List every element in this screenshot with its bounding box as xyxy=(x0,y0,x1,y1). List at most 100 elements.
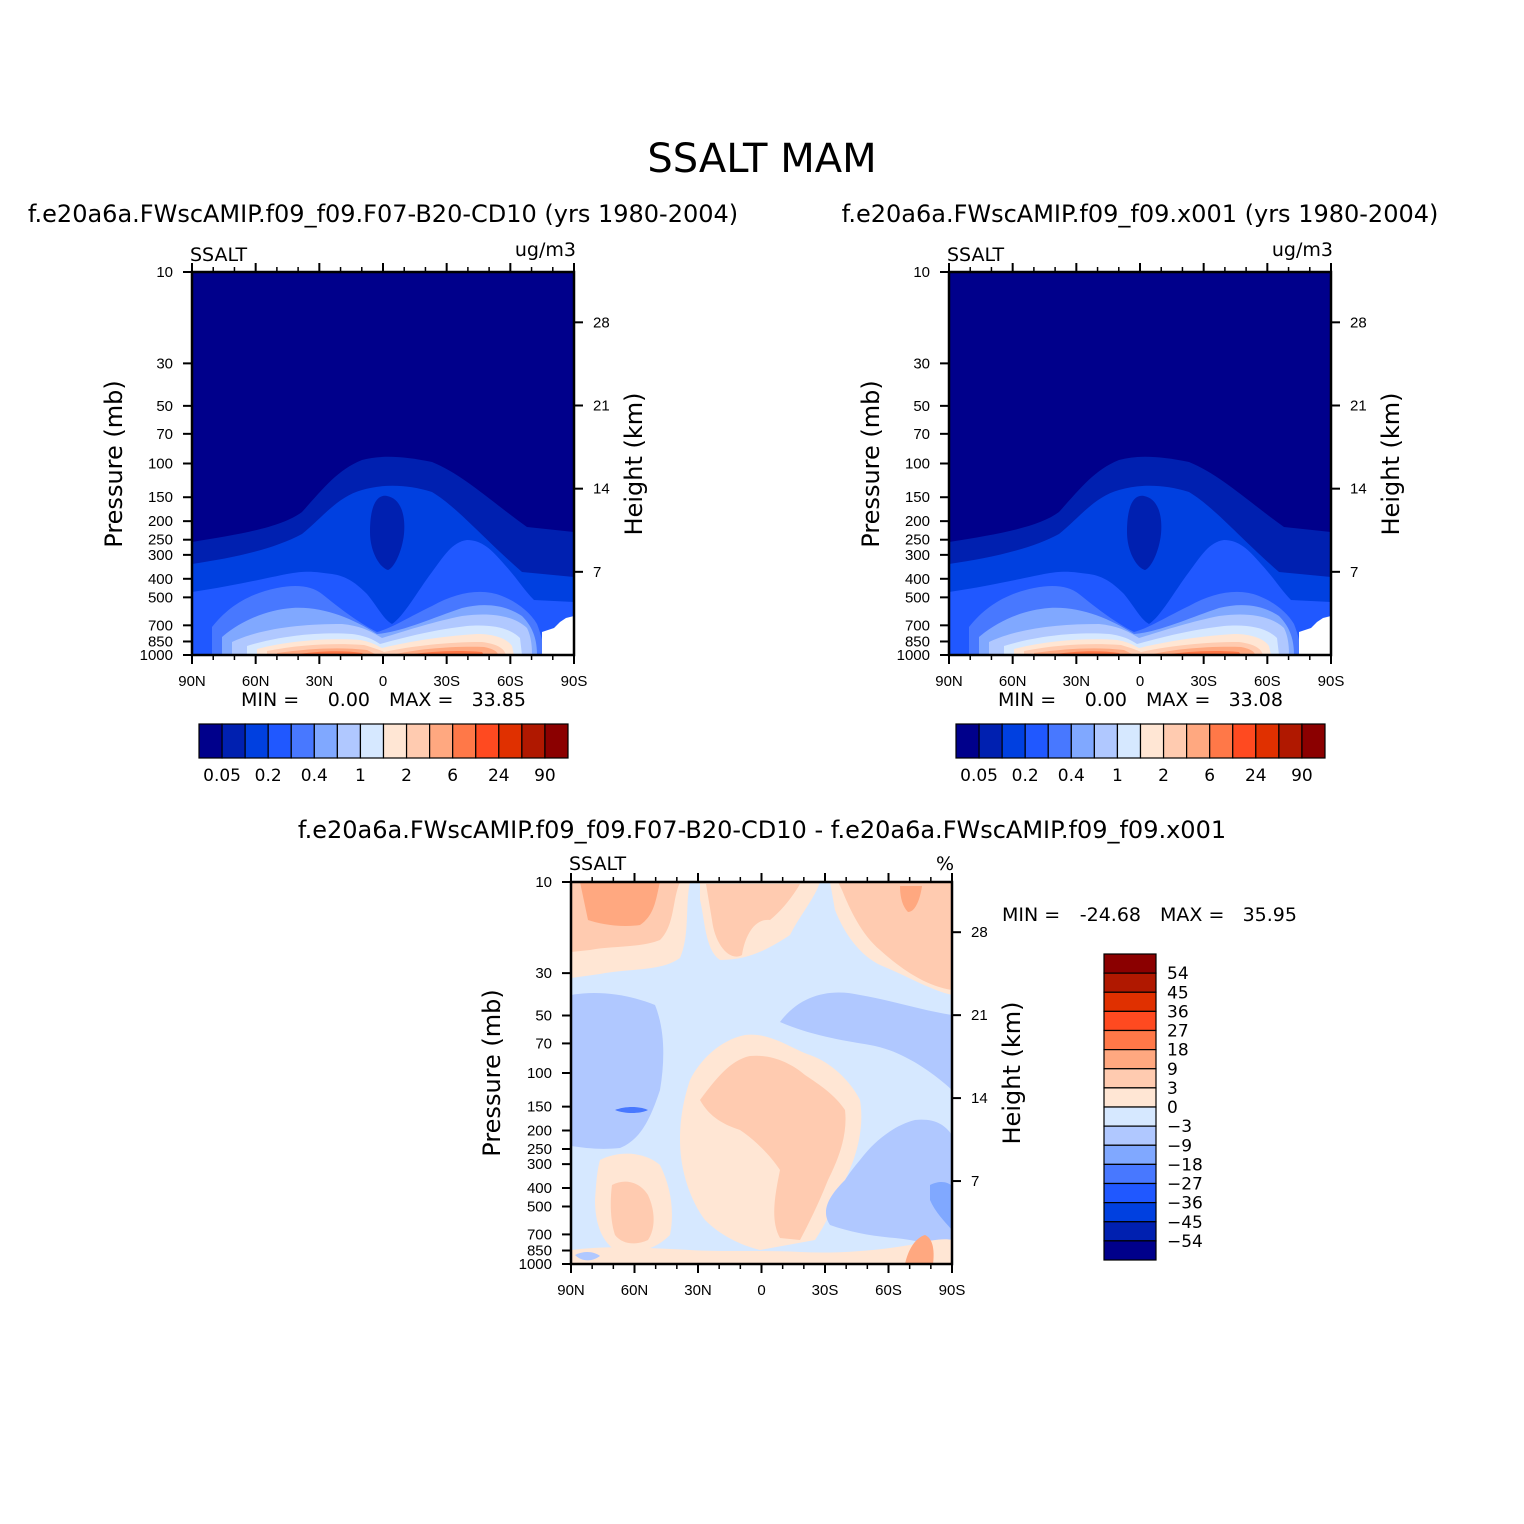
panel-c-y-right-tick-label: 7 xyxy=(971,1173,979,1190)
panel-b: f.e20a6a.FWscAMIP.f09_f09.x001 (yrs 1980… xyxy=(842,200,1439,786)
panel-c-y-tick-label: 200 xyxy=(527,1122,552,1139)
panel-a: f.e20a6a.FWscAMIP.f09_f09.F07-B20-CD10 (… xyxy=(28,200,738,786)
colorbar-label: 6 xyxy=(1204,766,1215,786)
panel-b-y-right-tick-label: 7 xyxy=(1350,564,1358,581)
panel-c-y-tick-label: 30 xyxy=(535,965,552,982)
colorbar-swatch xyxy=(1103,1221,1157,1242)
panel-c: f.e20a6a.FWscAMIP.f09_f09.F07-B20-CD10 -… xyxy=(298,816,1297,1299)
colorbar-label: 2 xyxy=(401,766,412,786)
colorbar-swatch xyxy=(955,723,980,759)
colorbar-swatch xyxy=(267,723,292,759)
colorbar-swatch xyxy=(1103,1010,1157,1032)
panel-b-y-tick-label: 30 xyxy=(913,355,930,372)
colorbar-swatch xyxy=(1103,1202,1157,1223)
colorbar-swatch xyxy=(313,723,338,759)
panel-b-y-tick-label: 500 xyxy=(905,589,930,606)
colorbar-label: −9 xyxy=(1167,1136,1192,1156)
colorbar-swatch xyxy=(1162,723,1188,759)
panel-c-y-right-tick-label: 21 xyxy=(971,1007,988,1024)
colorbar-label: 0.2 xyxy=(1012,766,1039,786)
panel-a-max-value: 33.85 xyxy=(472,689,526,711)
colorbar-swatch xyxy=(1103,1163,1157,1185)
colorbar-swatch xyxy=(1103,1106,1157,1127)
panel-a-y-tick-label: 250 xyxy=(148,532,173,549)
panel-b-y-tick-label: 70 xyxy=(913,426,930,443)
figure-title: SSALT MAM xyxy=(647,136,876,182)
panel-c-y-right-tick-label: 14 xyxy=(971,1090,988,1107)
colorbar-label: 36 xyxy=(1167,1002,1189,1022)
panel-a-y-tick-label: 1000 xyxy=(140,647,173,664)
colorbar-swatch xyxy=(1103,991,1157,1012)
panel-c-right-label: % xyxy=(936,853,954,875)
colorbar-swatch xyxy=(1103,1029,1157,1051)
panel-c-y-tick-label: 50 xyxy=(535,1008,552,1025)
panel-a-max-label: MAX = xyxy=(389,689,453,711)
colorbar-swatch xyxy=(1232,723,1257,759)
colorbar-swatch xyxy=(452,723,477,759)
panel-c-field xyxy=(571,882,952,1264)
colorbar-label: −18 xyxy=(1167,1155,1203,1175)
panel-c-y-tick-label: 250 xyxy=(527,1141,552,1158)
colorbar-swatch xyxy=(1093,723,1119,759)
panel-b-y-tick-label: 700 xyxy=(905,617,930,634)
colorbar-swatch xyxy=(978,723,1003,759)
panel-c-x-tick-label: 90S xyxy=(939,1282,966,1299)
colorbar-swatch xyxy=(1186,723,1211,759)
colorbar-label: 0 xyxy=(1167,1098,1178,1118)
colorbar-label: 54 xyxy=(1167,964,1189,984)
panel-a-x-tick-label: 90S xyxy=(561,673,588,690)
panel-b-right-label: ug/m3 xyxy=(1272,239,1333,261)
panel-a-left-label: SSALT xyxy=(190,244,247,266)
panel-a-y-right-tick-label: 7 xyxy=(593,564,601,581)
panel-b-x-tick-label: 0 xyxy=(1136,673,1144,690)
panel-a-x-tick-label: 60S xyxy=(497,673,524,690)
panel-a-x-tick-label: 30N xyxy=(306,673,334,690)
colorbar-label: 2 xyxy=(1158,766,1169,786)
panel-c-y-tick-label: 70 xyxy=(535,1035,552,1052)
panel-b-x-tick-label: 60N xyxy=(999,673,1027,690)
colorbar-swatch xyxy=(1301,723,1326,759)
panel-c-title: f.e20a6a.FWscAMIP.f09_f09.F07-B20-CD10 -… xyxy=(298,816,1226,844)
colorbar-label: 3 xyxy=(1167,1079,1178,1099)
panel-c-min-label: MIN = xyxy=(1002,904,1060,926)
panel-b-ylabel: Pressure (mb) xyxy=(857,380,885,547)
panel-c-y-tick-label: 10 xyxy=(535,874,552,891)
panel-a-y-tick-label: 850 xyxy=(148,633,173,650)
colorbar-swatch xyxy=(1209,723,1234,759)
colorbar-label: −27 xyxy=(1167,1175,1203,1195)
panel-b-field xyxy=(949,272,1331,655)
panel-b-x-tick-label: 60S xyxy=(1254,673,1281,690)
colorbar-label: −36 xyxy=(1167,1194,1203,1214)
panel-b-y-right-tick-label: 14 xyxy=(1350,481,1367,498)
panel-b-y-tick-label: 50 xyxy=(913,398,930,415)
panel-b-min-label: MIN = xyxy=(998,689,1056,711)
panel-c-ylabel-right: Height (km) xyxy=(998,1002,1026,1145)
colorbar-swatch xyxy=(544,723,569,759)
panel-b-y-tick-label: 100 xyxy=(905,456,930,473)
panel-a-ylabel-right: Height (km) xyxy=(620,393,648,536)
colorbar-label: 24 xyxy=(1245,766,1267,786)
panel-c-y-tick-label: 700 xyxy=(527,1226,552,1243)
panel-c-min-value: -24.68 xyxy=(1080,904,1141,926)
panel-a-y-tick-label: 400 xyxy=(148,571,173,588)
colorbar-label: 45 xyxy=(1167,983,1189,1003)
colorbar-swatch xyxy=(290,723,315,759)
panel-a-y-tick-label: 150 xyxy=(148,489,173,506)
panel-c-x-tick-label: 30N xyxy=(684,1282,712,1299)
panel-b-y-right-tick-label: 28 xyxy=(1350,314,1367,331)
panel-b-y-tick-label: 300 xyxy=(905,547,930,564)
colorbar-swatch xyxy=(1001,723,1026,759)
panel-c-x-tick-label: 30S xyxy=(812,1282,839,1299)
colorbar-swatch xyxy=(1103,1049,1157,1070)
panel-c-x-tick-label: 60N xyxy=(621,1282,649,1299)
panel-a-y-tick-label: 70 xyxy=(156,426,173,443)
colorbar-label: −45 xyxy=(1167,1213,1203,1233)
panel-b-y-tick-label: 250 xyxy=(905,532,930,549)
colorbar-swatch xyxy=(221,723,246,759)
colorbar-swatch xyxy=(198,723,223,759)
panel-c-y-tick-label: 100 xyxy=(527,1065,552,1082)
panel-c-x-tick-label: 90N xyxy=(557,1282,585,1299)
panel-c-y-tick-label: 1000 xyxy=(519,1256,552,1273)
panel-a-y-tick-label: 700 xyxy=(148,617,173,634)
